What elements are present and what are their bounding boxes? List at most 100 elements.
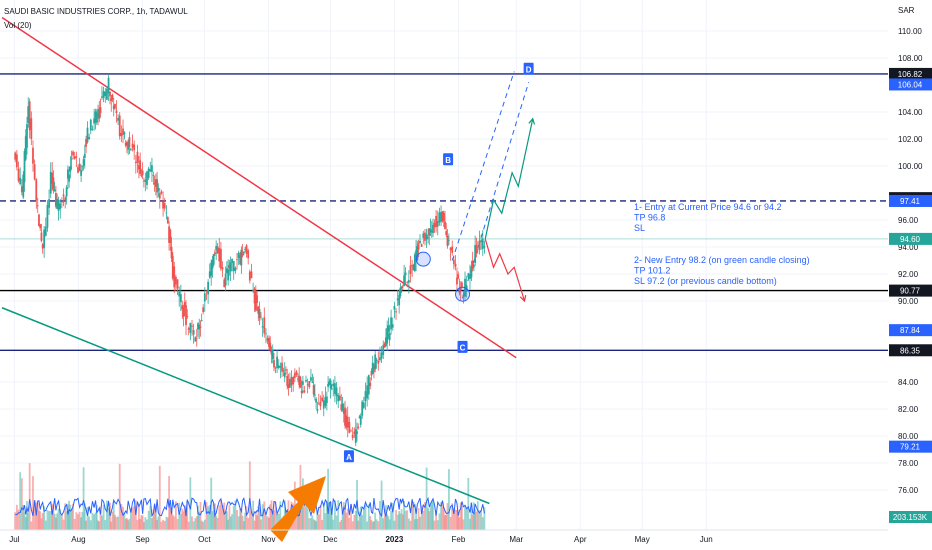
volume-bar — [107, 508, 110, 530]
volume-bar — [165, 516, 168, 530]
highlight-circles[interactable] — [415, 251, 471, 302]
candle-body — [147, 168, 150, 178]
highlight-circle[interactable] — [455, 286, 471, 302]
volume-bar — [448, 469, 450, 530]
candle-body — [226, 268, 228, 274]
candle-body — [68, 174, 71, 182]
x-tick-label: Aug — [71, 535, 85, 544]
candle-body — [24, 136, 27, 160]
volume-bar — [274, 502, 277, 530]
legend-volume: Vol (20) — [4, 21, 32, 30]
volume-bar — [102, 504, 105, 530]
candle-body — [390, 317, 392, 330]
marker-badge[interactable] — [523, 62, 534, 75]
volume-bar — [441, 501, 444, 530]
volume-bar — [451, 503, 454, 530]
volume-bar — [28, 463, 31, 530]
candle-body — [476, 246, 479, 248]
volume-bar — [386, 514, 389, 530]
volume-bar — [415, 509, 417, 530]
candle-body — [40, 232, 43, 241]
y-tick-label: 108.00 — [898, 54, 923, 63]
candle-body — [57, 199, 60, 211]
volume-bar — [199, 502, 202, 530]
candle-body — [124, 142, 127, 146]
marker-badge[interactable] — [443, 153, 454, 166]
volume-bar — [168, 475, 170, 530]
candle-body — [208, 271, 211, 278]
volume-bar — [446, 503, 449, 530]
candle-body — [328, 381, 331, 385]
time-axis[interactable]: Jul Aug Sep Oct Nov Dec 2023 Feb Mar Apr May Jun — [0, 529, 888, 544]
volume-bar — [27, 512, 30, 530]
candle-body — [374, 354, 377, 370]
legend-title: SAUDI BASIC INDUSTRIES CORP., 1h, TADAWU… — [4, 7, 188, 16]
volume-bar — [335, 515, 338, 530]
candle-body — [342, 409, 345, 414]
candle-body — [197, 323, 199, 330]
candle-body — [380, 352, 383, 359]
candle-body — [387, 325, 390, 332]
annotation-line: SL 97.2 (or previous candle bottom) — [634, 276, 777, 286]
marker-badge[interactable] — [343, 450, 354, 463]
volume-bar — [325, 501, 328, 530]
volume-bar — [123, 512, 126, 530]
point-markers[interactable]: A B C D — [343, 62, 534, 463]
marker-badge[interactable] — [457, 340, 468, 353]
candle-body — [322, 400, 325, 409]
candle-body — [28, 101, 31, 131]
volume-bar — [41, 512, 44, 530]
candle-body — [406, 282, 409, 284]
volume-bar — [464, 504, 466, 530]
candle-body — [295, 371, 298, 375]
volume-bar — [428, 511, 431, 530]
candle-body — [228, 265, 231, 269]
volume-bar — [433, 520, 436, 530]
volume-bar — [173, 516, 176, 530]
candle-body — [385, 337, 387, 347]
volume-bar — [15, 504, 18, 530]
candle-body — [373, 365, 375, 372]
trendline-channel-mid[interactable] — [451, 71, 515, 261]
volume-bar — [257, 506, 260, 530]
candle-body — [49, 171, 52, 194]
price-tag — [889, 324, 932, 337]
trendline-support[interactable] — [1, 307, 490, 505]
volume-bar — [120, 504, 123, 530]
highlight-circle[interactable] — [415, 251, 431, 267]
volume-bar — [358, 511, 361, 530]
candle-body — [407, 280, 410, 283]
price-axis[interactable]: SAR 110.00 108.00 104.00 102.00 100.00 96.00 9… — [888, 0, 932, 550]
volume-bar — [44, 520, 47, 530]
candle-body — [73, 156, 76, 159]
volume-bar — [227, 519, 230, 530]
price-tag — [889, 67, 932, 80]
projection-bear-path[interactable] — [484, 238, 526, 302]
candle-body — [325, 396, 328, 404]
annotation-line: 2- New Entry 98.2 (on green candle closi… — [634, 255, 810, 265]
annotations[interactable]: 1- Entry at Current Price 94.6 or 94.2TP… — [634, 202, 810, 286]
candle-body — [14, 152, 17, 160]
candle-body — [212, 254, 215, 265]
volume-bar — [359, 506, 362, 530]
volume-bar — [153, 505, 156, 530]
candle-body — [416, 246, 419, 261]
projection-bull-path[interactable] — [484, 118, 534, 240]
volume-bar — [228, 504, 231, 530]
volume-bar — [187, 521, 190, 530]
candle-body — [129, 148, 132, 150]
volume-bar — [20, 478, 23, 530]
horizontal-levels[interactable] — [0, 73, 888, 351]
candle-body — [53, 189, 56, 192]
candle-body — [271, 349, 274, 360]
x-tick-label: 2023 — [385, 535, 403, 544]
volume-bar — [401, 514, 404, 530]
volume-bar — [118, 463, 121, 530]
volume-bar — [449, 516, 452, 530]
candle-body — [457, 274, 460, 279]
candle-body — [32, 147, 34, 164]
candle-body — [220, 248, 222, 269]
projection-paths[interactable] — [484, 117, 536, 303]
trendline-resistance[interactable] — [1, 16, 517, 359]
